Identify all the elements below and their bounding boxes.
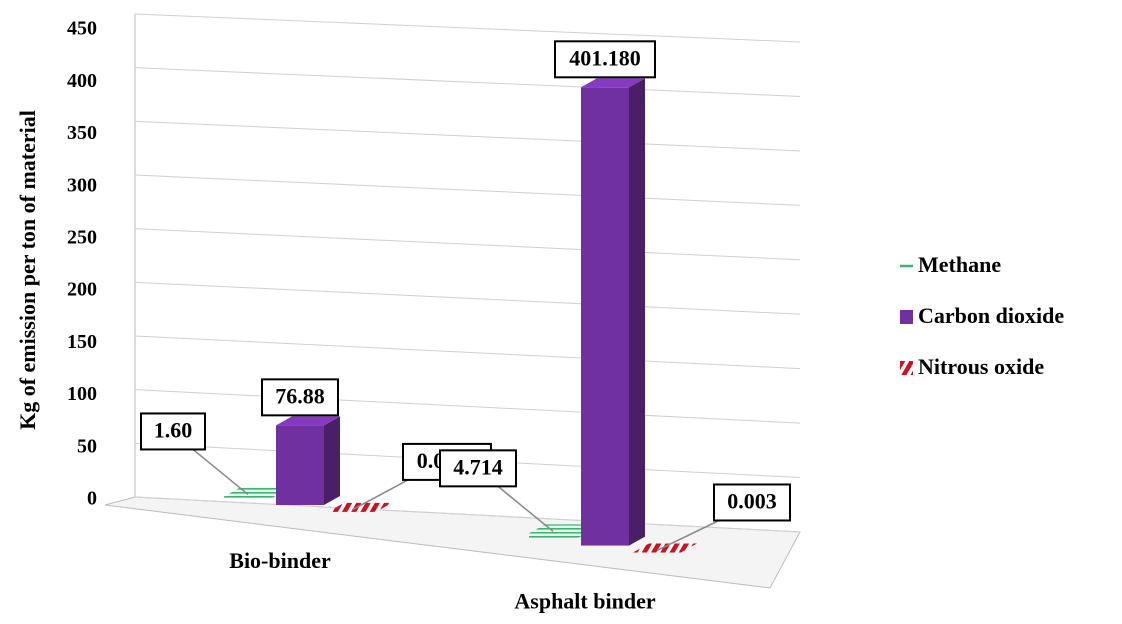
legend-label: Methane (918, 252, 1001, 277)
bar (529, 533, 577, 539)
bar (224, 496, 272, 499)
legend-swatch (900, 310, 913, 324)
bar-side (324, 416, 340, 505)
grid-line (134, 174, 801, 206)
bar-top (581, 78, 645, 88)
grid-line (134, 13, 801, 43)
legend-label: Nitrous oxide (918, 354, 1044, 379)
bar-top (633, 543, 697, 553)
grid-line (134, 496, 801, 533)
y-tick-label: 200 (67, 279, 97, 301)
value-label: 0.003 (727, 489, 777, 514)
value-label: 76.88 (275, 383, 325, 408)
grid-line (134, 120, 801, 152)
x-tick-label: Bio-binder (229, 548, 331, 573)
label-box (554, 40, 656, 79)
y-tick-label: 400 (67, 70, 97, 92)
label-box (439, 449, 517, 488)
legend-label: Carbon dioxide (918, 303, 1064, 328)
grid-line (134, 335, 801, 370)
y-tick-label: 250 (67, 226, 97, 248)
grid-line (134, 67, 801, 97)
value-label: 1.60 (154, 418, 193, 443)
label-box (261, 378, 339, 417)
y-tick-label: 150 (67, 331, 97, 353)
x-tick-label: Asphalt binder (514, 589, 655, 614)
label-box (713, 483, 791, 522)
label-box (140, 412, 206, 451)
bar (276, 425, 324, 505)
y-tick-label: 100 (67, 383, 97, 405)
y-tick-label: 450 (67, 18, 97, 40)
bar (581, 87, 629, 546)
bar-top (328, 502, 392, 512)
value-label: 4.714 (453, 454, 503, 479)
bar-side (629, 78, 645, 546)
leader-line (192, 447, 249, 496)
grid-line (134, 228, 801, 261)
y-tick-label: 300 (67, 174, 97, 196)
bar-top (276, 416, 340, 426)
bar-side (681, 543, 697, 553)
y-tick-label: 50 (77, 435, 97, 457)
y-axis-label: Kg of emission per ton of material (15, 110, 40, 430)
grid-line (134, 389, 801, 424)
bar-top (529, 524, 593, 534)
legend-swatch (900, 361, 913, 375)
bar-top (224, 487, 288, 497)
value-label: 401.180 (569, 45, 641, 70)
grid-line (134, 281, 801, 315)
floor (104, 496, 801, 589)
y-tick-label: 350 (67, 122, 97, 144)
y-tick-label: 0 (87, 488, 97, 510)
bar-side (376, 502, 392, 512)
